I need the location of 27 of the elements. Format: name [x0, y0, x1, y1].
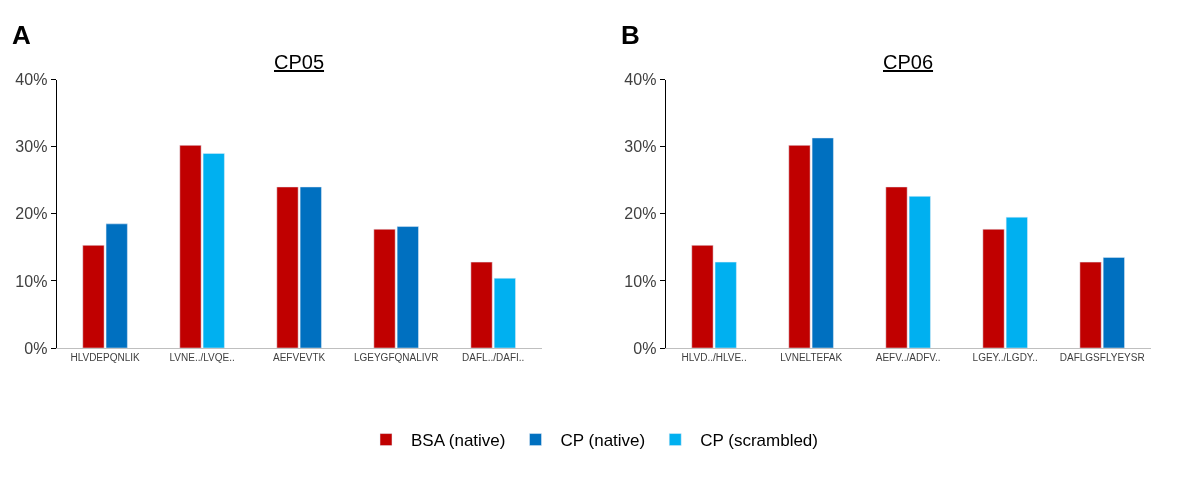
text: B — [621, 20, 640, 50]
x-tick-label: DAFLGSFLYEYSR — [1059, 352, 1145, 363]
x-tick-label: HLVD../HLVE.. — [681, 352, 747, 363]
x-tick-label: LVNELTEFAK — [780, 352, 843, 363]
legend-label: CP (native) — [560, 431, 646, 451]
x-tick-label: AEFVEVTK — [273, 352, 326, 363]
y-tick-label: 40% — [624, 71, 657, 89]
x-tick-label: DAFL../DAFI.. — [462, 352, 525, 363]
x-tick-label: LGEY../LGDY.. — [972, 352, 1038, 363]
chart-title: CP05 — [274, 51, 325, 73]
x-tick-label: LGEYGFQNALIVR — [353, 352, 439, 363]
y-tick-label: 10% — [624, 272, 657, 290]
legend-label: CP (scrambled) — [700, 431, 818, 451]
x-tick-label: HLVDEPQNLIK — [70, 352, 141, 363]
y-tick-label: 30% — [15, 138, 48, 156]
y-tick-label: 40% — [15, 71, 48, 89]
text: A — [12, 20, 31, 50]
y-tick-label: 20% — [624, 205, 657, 223]
y-tick-label: 10% — [15, 272, 48, 290]
y-tick-label: 20% — [15, 205, 48, 223]
y-tick-label: 30% — [624, 138, 657, 156]
x-tick-label: LVNE../LVQE.. — [169, 352, 235, 363]
x-tick-label: AEFV../ADFV.. — [875, 352, 941, 363]
chart-title: CP06 — [883, 51, 934, 73]
legend-label: BSA (native) — [411, 431, 506, 451]
y-tick-label: 0% — [633, 339, 657, 357]
y-tick-label: 0% — [24, 339, 48, 357]
